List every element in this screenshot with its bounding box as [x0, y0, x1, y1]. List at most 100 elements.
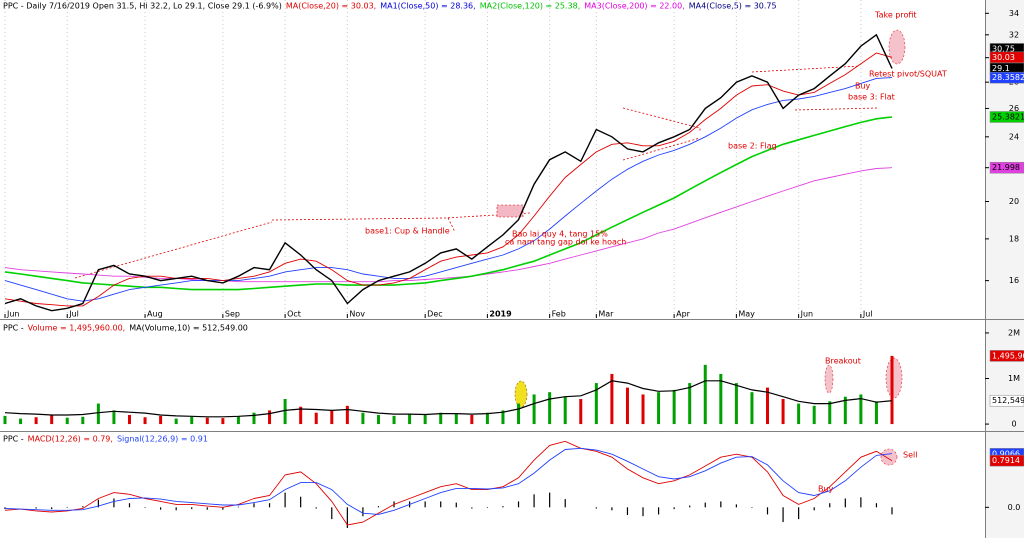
volume-bar — [750, 392, 754, 425]
value-tag — [989, 71, 1024, 84]
panel-title: MA(Volume,10) = 512,549.00 — [129, 324, 248, 333]
histogram-bar — [642, 507, 644, 517]
volume-bar — [299, 406, 303, 425]
histogram-bar — [284, 492, 286, 508]
histogram-bar — [300, 496, 302, 508]
volume-bar — [672, 389, 676, 425]
histogram-bar — [673, 507, 675, 510]
volume-bar — [579, 399, 583, 425]
volume-bar — [81, 416, 85, 425]
histogram-bar — [113, 498, 115, 508]
histogram-bar — [206, 507, 208, 510]
line-series — [4, 52, 893, 307]
volume-bar — [594, 383, 598, 425]
panel-title: MA4(Close,5) = 30.75 — [689, 2, 777, 11]
histogram-bar — [222, 507, 224, 510]
volume-bar — [376, 414, 380, 425]
histogram-bar — [517, 501, 520, 508]
volume-bar — [19, 418, 23, 425]
histogram-bar — [798, 507, 800, 520]
volume-bar — [236, 416, 240, 425]
value-tag — [989, 394, 1024, 407]
histogram-bar — [502, 506, 504, 508]
volume-bar — [205, 417, 209, 425]
x-tick-label: Mar — [598, 310, 614, 319]
y-tick-label: 18 — [1009, 234, 1019, 243]
volume-bar — [3, 415, 7, 425]
x-tick-label: Nov — [349, 310, 365, 319]
volume-bar — [65, 417, 69, 425]
histogram-bar — [860, 497, 862, 508]
y-tick-label: 16 — [1009, 276, 1019, 285]
histogram-bar — [766, 507, 769, 515]
histogram-bar — [595, 507, 597, 509]
y-tick-label: 0 — [1011, 420, 1016, 429]
histogram-bar — [486, 507, 489, 508]
volume-bar — [159, 415, 163, 425]
histogram-bar — [844, 498, 846, 508]
histogram-bar — [564, 499, 566, 508]
panel-title: PPC - Daily 7/16/2019 Open 31.5, Hi 32.2… — [3, 2, 282, 11]
histogram-bar — [704, 502, 706, 508]
histogram-bar — [35, 507, 37, 509]
histogram-bar — [346, 507, 348, 528]
volume-bar — [812, 405, 816, 425]
annotation: Take profit — [874, 11, 917, 20]
volume-bar — [268, 410, 272, 425]
histogram-bar — [611, 507, 613, 511]
volume-bar — [703, 364, 707, 425]
volume-bar — [843, 396, 847, 425]
volume-bar — [781, 399, 785, 425]
histogram-bar — [533, 494, 535, 508]
highlight-ellipse — [880, 448, 898, 466]
panel-title: Signal(12,26,9) = 0.91 — [117, 435, 208, 444]
value-tag-label: 30.75 — [992, 44, 1015, 53]
highlight-box — [496, 204, 524, 218]
volume-bar — [392, 415, 396, 425]
histogram-bar — [829, 503, 831, 508]
value-tag-label: 29.1 — [992, 64, 1010, 73]
y-tick-label: 34 — [1009, 9, 1019, 18]
histogram-bar — [175, 507, 177, 511]
annotation: base 2: Flag — [728, 142, 777, 151]
panel-title: MA3(Close,200) = 22.00, — [584, 2, 685, 11]
volume-bar — [797, 403, 801, 425]
histogram-bar — [891, 507, 893, 515]
x-tick-label: Apr — [676, 310, 691, 319]
volume-bar — [314, 412, 318, 425]
histogram-bar — [268, 503, 271, 508]
volume-bar — [874, 401, 878, 425]
x-tick-label: Dec — [427, 310, 442, 319]
x-tick-label: Sep — [225, 310, 240, 319]
annotation: Buy — [855, 82, 871, 91]
y-tick-label: 32 — [1009, 30, 1019, 39]
panel-title: MA1(Close,50) = 28.36, — [380, 2, 475, 11]
annotation: base 3: Flat — [848, 93, 895, 102]
panel-title: PPC - — [3, 435, 24, 444]
volume-bar — [127, 414, 131, 425]
volume-bar — [610, 373, 614, 425]
x-tick-label: Feb — [552, 310, 566, 319]
value-tag — [989, 111, 1024, 123]
volume-bar — [34, 417, 38, 425]
histogram-bar — [424, 501, 426, 508]
x-tick-label: May — [738, 310, 755, 319]
x-tick-label: Jul — [68, 310, 79, 319]
volume-bar — [828, 401, 832, 425]
volume-bar — [221, 418, 225, 425]
histogram-bar — [455, 502, 457, 508]
volume-bar — [734, 383, 738, 425]
value-tag-label: 1,495,960 — [992, 351, 1024, 360]
volume-bar — [423, 414, 427, 425]
x-tick-label: 2019 — [489, 310, 512, 319]
histogram-bar — [253, 503, 255, 508]
histogram-bar — [549, 492, 551, 508]
histogram-bar — [82, 506, 84, 508]
volume-bar — [345, 405, 349, 425]
trend-line — [794, 107, 879, 111]
volume-bar — [890, 355, 894, 425]
histogram-bar — [191, 507, 193, 510]
histogram-bar — [657, 507, 660, 515]
